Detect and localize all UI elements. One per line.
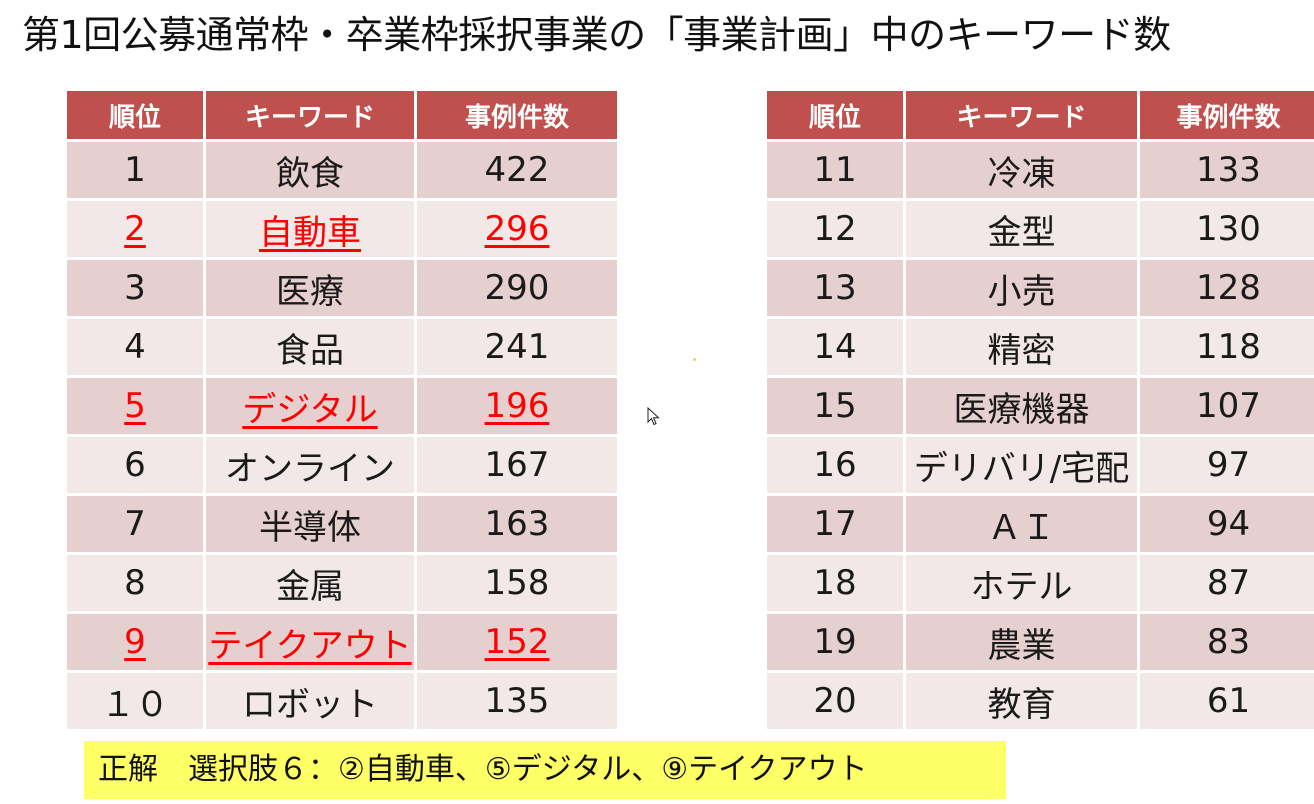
table-row: 9 テイクアウト 152 xyxy=(67,614,617,670)
header-keyword: キーワード xyxy=(206,91,414,139)
keyword-cell: テイクアウト xyxy=(206,614,414,670)
count-cell: 241 xyxy=(417,319,617,375)
count-cell: 158 xyxy=(417,555,617,611)
keyword-cell: 冷凍 xyxy=(906,142,1137,198)
count-cell: 118 xyxy=(1140,319,1314,375)
rank-cell: 17 xyxy=(767,496,903,552)
count-cell: 130 xyxy=(1140,201,1314,257)
count-cell: 135 xyxy=(417,673,617,729)
keyword-cell: デリバリ/宅配 xyxy=(906,437,1137,493)
decorative-dot xyxy=(693,358,696,361)
table-row: 13 小売 128 xyxy=(767,260,1314,316)
keyword-cell: 金属 xyxy=(206,555,414,611)
keyword-cell: ＡＩ xyxy=(906,496,1137,552)
rank-cell: 9 xyxy=(67,614,203,670)
count-cell: 133 xyxy=(1140,142,1314,198)
count-cell: 290 xyxy=(417,260,617,316)
rank-cell: 3 xyxy=(67,260,203,316)
table-row: 3 医療 290 xyxy=(67,260,617,316)
count-cell: 296 xyxy=(417,201,617,257)
keyword-cell: 小売 xyxy=(906,260,1137,316)
table-row: 15 医療機器 107 xyxy=(767,378,1314,434)
table-row: 8 金属 158 xyxy=(67,555,617,611)
keyword-cell: 精密 xyxy=(906,319,1137,375)
table-row: 12 金型 130 xyxy=(767,201,1314,257)
rank-cell: 15 xyxy=(767,378,903,434)
keyword-cell: 教育 xyxy=(906,673,1137,729)
table-row: 17 ＡＩ 94 xyxy=(767,496,1314,552)
keyword-cell: ロボット xyxy=(206,673,414,729)
keyword-cell: 医療 xyxy=(206,260,414,316)
keyword-cell: 食品 xyxy=(206,319,414,375)
answer-banner: 正解 選択肢６：②自動車、⑤デジタル、⑨テイクアウト xyxy=(84,741,1006,799)
rank-cell: 8 xyxy=(67,555,203,611)
header-row: 順位 キーワード 事例件数 xyxy=(67,91,617,139)
table-row: 11 冷凍 133 xyxy=(767,142,1314,198)
rank-cell: 6 xyxy=(67,437,203,493)
header-row: 順位 キーワード 事例件数 xyxy=(767,91,1314,139)
keyword-cell: 金型 xyxy=(906,201,1137,257)
count-cell: 163 xyxy=(417,496,617,552)
rank-cell: 19 xyxy=(767,614,903,670)
rank-cell: 7 xyxy=(67,496,203,552)
rank-cell: 20 xyxy=(767,673,903,729)
rank-cell: 1 xyxy=(67,142,203,198)
header-count: 事例件数 xyxy=(417,91,617,139)
keyword-cell: 飲食 xyxy=(206,142,414,198)
header-keyword: キーワード xyxy=(906,91,1137,139)
table-row: 16 デリバリ/宅配 97 xyxy=(767,437,1314,493)
table-row: 18 ホテル 87 xyxy=(767,555,1314,611)
rank-cell: 16 xyxy=(767,437,903,493)
count-cell: 107 xyxy=(1140,378,1314,434)
ranking-table-right: 順位 キーワード 事例件数 11 冷凍 133 12 金型 130 13 小売 128 14 精密 1… xyxy=(764,88,1314,732)
count-cell: 83 xyxy=(1140,614,1314,670)
count-cell: 87 xyxy=(1140,555,1314,611)
rank-cell: 12 xyxy=(767,201,903,257)
count-cell: 167 xyxy=(417,437,617,493)
rank-cell: 4 xyxy=(67,319,203,375)
table-row: １０ ロボット 135 xyxy=(67,673,617,729)
header-count: 事例件数 xyxy=(1140,91,1314,139)
table-row: 2 自動車 296 xyxy=(67,201,617,257)
keyword-cell: 医療機器 xyxy=(906,378,1137,434)
keyword-cell: デジタル xyxy=(206,378,414,434)
table-row: 20 教育 61 xyxy=(767,673,1314,729)
rank-cell: 13 xyxy=(767,260,903,316)
keyword-cell: 農業 xyxy=(906,614,1137,670)
header-rank: 順位 xyxy=(67,91,203,139)
count-cell: 422 xyxy=(417,142,617,198)
count-cell: 61 xyxy=(1140,673,1314,729)
table-row: 5 デジタル 196 xyxy=(67,378,617,434)
count-cell: 152 xyxy=(417,614,617,670)
table-row: 6 オンライン 167 xyxy=(67,437,617,493)
count-cell: 128 xyxy=(1140,260,1314,316)
rank-cell: 11 xyxy=(767,142,903,198)
table-row: 4 食品 241 xyxy=(67,319,617,375)
keyword-cell: ホテル xyxy=(906,555,1137,611)
mouse-cursor-icon xyxy=(647,407,660,426)
count-cell: 97 xyxy=(1140,437,1314,493)
rank-cell: 2 xyxy=(67,201,203,257)
rank-cell: 14 xyxy=(767,319,903,375)
table-row: 1 飲食 422 xyxy=(67,142,617,198)
keyword-cell: 自動車 xyxy=(206,201,414,257)
keyword-cell: オンライン xyxy=(206,437,414,493)
rank-cell: 18 xyxy=(767,555,903,611)
rank-cell: １０ xyxy=(67,673,203,729)
table-row: 19 農業 83 xyxy=(767,614,1314,670)
table-row: 14 精密 118 xyxy=(767,319,1314,375)
slide-title: 第1回公募通常枠・卒業枠採択事業の「事業計画」中のキーワード数 xyxy=(22,13,1171,57)
keyword-cell: 半導体 xyxy=(206,496,414,552)
ranking-table-left: 順位 キーワード 事例件数 1 飲食 422 2 自動車 296 3 医療 290 4 食品 241 5… xyxy=(64,88,620,732)
table-row: 7 半導体 163 xyxy=(67,496,617,552)
rank-cell: 5 xyxy=(67,378,203,434)
header-rank: 順位 xyxy=(767,91,903,139)
count-cell: 196 xyxy=(417,378,617,434)
count-cell: 94 xyxy=(1140,496,1314,552)
